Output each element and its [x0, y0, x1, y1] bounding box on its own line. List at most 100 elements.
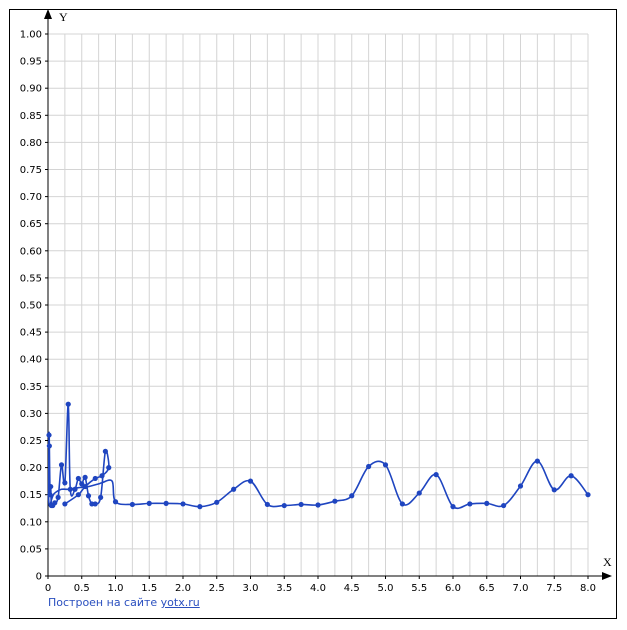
- x-tick-label: 0.5: [74, 583, 90, 594]
- data-point: [332, 498, 338, 504]
- data-point: [106, 465, 112, 471]
- credit-prefix: Построен на сайте: [48, 596, 158, 609]
- y-tick-label: 0.10: [20, 517, 42, 528]
- y-tick-label: 0.55: [20, 273, 42, 284]
- y-tick-label: 0.30: [20, 409, 42, 420]
- data-point: [399, 501, 405, 507]
- data-point: [65, 401, 71, 407]
- data-point: [163, 500, 169, 506]
- x-tick-label: 7.0: [513, 583, 529, 594]
- data-point: [247, 478, 254, 484]
- data-point: [146, 500, 152, 506]
- data-point: [180, 501, 186, 507]
- data-point: [47, 492, 53, 498]
- data-point: [585, 492, 591, 498]
- y-tick-label: 0.05: [20, 544, 42, 555]
- data-point: [62, 501, 68, 507]
- data-point: [62, 480, 68, 486]
- data-point: [112, 499, 119, 505]
- y-axis-arrow-icon: [44, 9, 52, 19]
- ticks: 0 0.5 1.0 1.5 2.0 2.5 3.0 3.5 4.0 4.5 5.0 5.5 6.0 6.5…: [20, 30, 596, 595]
- data-point: [79, 481, 85, 487]
- y-tick-label: 0.45: [20, 328, 42, 339]
- data-point: [231, 486, 237, 492]
- data-point: [298, 501, 304, 508]
- y-tick-label: 0.40: [20, 355, 42, 366]
- data-point: [484, 500, 490, 506]
- data-point: [534, 458, 540, 464]
- y-tick-label: 1.00: [20, 30, 42, 41]
- data-point: [382, 462, 389, 468]
- x-tick-label: 5.5: [411, 583, 427, 594]
- y-axis-label: Y: [59, 10, 68, 24]
- y-tick-label: 0.70: [20, 192, 42, 203]
- y-tick-label: 0.75: [20, 165, 42, 176]
- x-tick-label: 4.5: [344, 583, 360, 594]
- data-point: [197, 504, 203, 510]
- data-point: [46, 432, 52, 438]
- data-point: [264, 501, 270, 508]
- y-tick-label: 0.85: [20, 111, 42, 122]
- data-point: [129, 501, 135, 508]
- x-tick-label: 6.5: [479, 583, 495, 594]
- data-point: [450, 504, 456, 510]
- data-point: [67, 486, 73, 492]
- data-point: [517, 483, 524, 489]
- data-point: [99, 473, 105, 479]
- x-tick-label: 5.0: [378, 583, 394, 594]
- x-tick-label: 2.0: [175, 583, 191, 594]
- grid: [48, 33, 589, 576]
- y-tick-label: 0: [36, 572, 42, 583]
- y-tick-label: 0.80: [20, 138, 42, 149]
- x-tick-label: 7.5: [546, 583, 562, 594]
- y-tick-label: 0.50: [20, 301, 42, 312]
- data-point: [214, 499, 220, 505]
- x-tick-label: 3.5: [276, 583, 292, 594]
- data-point: [433, 472, 439, 478]
- data-point: [85, 493, 92, 499]
- data-point: [467, 501, 473, 507]
- data-point: [102, 448, 108, 454]
- x-tick-label: 4.0: [310, 583, 326, 594]
- x-tick-label: 2.5: [209, 583, 225, 594]
- data-point: [89, 501, 95, 507]
- credit-line: Построен на сайте yotx.ru: [48, 596, 200, 609]
- y-tick-label: 0.15: [20, 490, 42, 501]
- x-tick-label: 0: [45, 583, 51, 594]
- data-point: [98, 494, 104, 501]
- data-point: [58, 462, 65, 468]
- data-point: [75, 475, 81, 482]
- y-tick-label: 0.60: [20, 246, 42, 257]
- x-tick-label: 1.5: [141, 583, 157, 594]
- data-point: [92, 475, 98, 482]
- series-line: [47, 403, 589, 510]
- y-tick-label: 0.90: [20, 84, 42, 95]
- y-tick-label: 0.25: [20, 436, 42, 447]
- data-point: [55, 494, 61, 501]
- x-tick-label: 8.0: [580, 583, 596, 594]
- data-point: [349, 493, 355, 499]
- x-axis-arrow-icon: [602, 572, 612, 580]
- x-axis-label: X: [603, 555, 612, 569]
- data-point: [416, 490, 422, 496]
- data-point: [46, 443, 52, 449]
- data-point: [281, 502, 287, 509]
- series-layer: [46, 401, 591, 510]
- y-tick-label: 0.20: [20, 463, 42, 474]
- data-point: [82, 474, 88, 480]
- data-point: [48, 483, 54, 490]
- y-tick-label: 0.35: [20, 382, 42, 393]
- credit-link[interactable]: yotx.ru: [160, 596, 200, 609]
- data-point: [75, 492, 81, 498]
- data-point: [315, 502, 321, 508]
- x-tick-label: 1.0: [108, 583, 124, 594]
- x-tick-label: 3.0: [243, 583, 259, 594]
- data-point: [551, 487, 557, 493]
- chart-frame: [9, 9, 617, 619]
- x-tick-label: 6.0: [445, 583, 461, 594]
- data-point: [48, 502, 54, 509]
- data-point: [501, 502, 507, 509]
- data-point: [366, 463, 372, 470]
- y-tick-label: 0.65: [20, 219, 42, 230]
